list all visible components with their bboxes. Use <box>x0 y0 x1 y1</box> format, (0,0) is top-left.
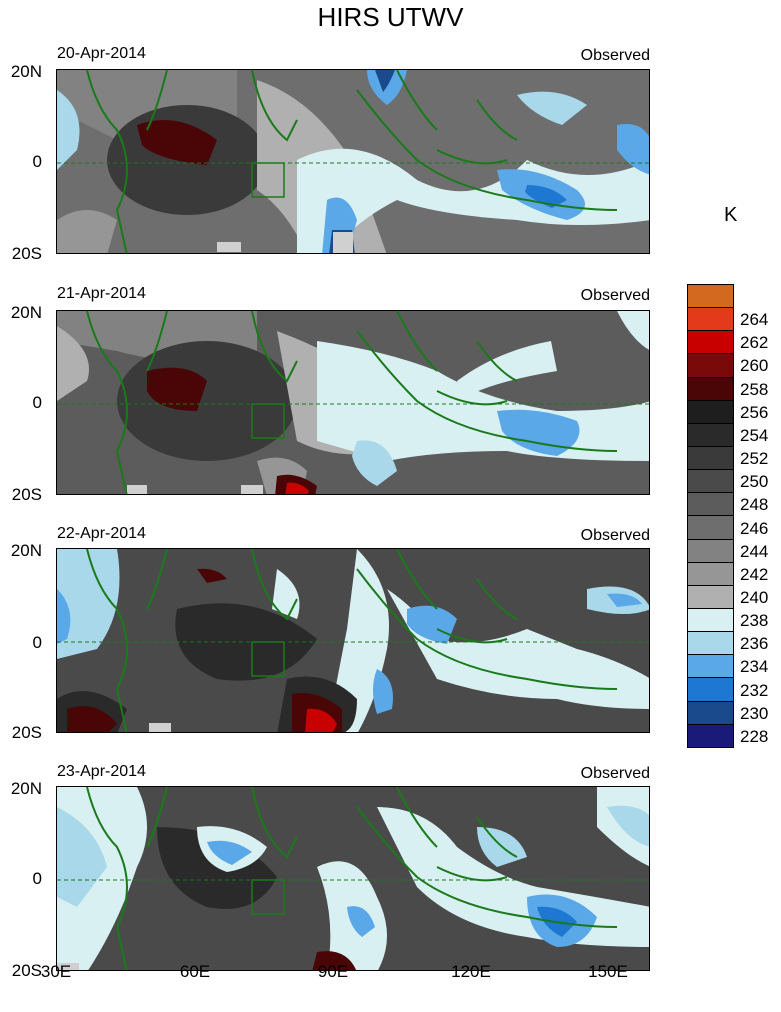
panel-4-lat-20n: 20N <box>10 779 42 798</box>
lon-label-90e: 90E <box>317 962 349 981</box>
panel-1-map <box>56 69 650 254</box>
panel-2-lat-20s: 20S <box>11 485 42 504</box>
panel-1-observed-label: Observed <box>580 47 650 64</box>
panel-3-lat-20n: 20N <box>10 541 42 560</box>
panel-3-lat-20s: 20S <box>11 723 42 742</box>
colorbar-swatch <box>687 330 734 355</box>
panel-4-observed-label: Observed <box>580 765 650 782</box>
colorbar-swatch <box>687 422 734 447</box>
panel-3-date: 22-Apr-2014 <box>57 525 146 542</box>
colorbar-label: 240 <box>740 587 769 607</box>
colorbar-swatch <box>687 353 734 378</box>
colorbar-label: 258 <box>740 379 769 399</box>
colorbar-swatch <box>687 515 734 540</box>
colorbar-swatch <box>687 654 734 679</box>
colorbar-swatch <box>687 445 734 471</box>
colorbar-label: 230 <box>740 703 769 723</box>
panel-2-lat-0: 0 <box>32 393 42 412</box>
panel-1-lat-20n: 20N <box>10 62 42 81</box>
colorbar-swatch <box>687 561 734 586</box>
colorbar-swatch <box>687 700 734 725</box>
colorbar-swatch <box>687 607 734 633</box>
panel-4-map <box>56 786 650 971</box>
colorbar-swatch <box>687 469 734 494</box>
colorbar-swatch <box>687 492 734 517</box>
colorbar-label: 264 <box>740 310 769 330</box>
panel-4-lat-20s: 20S <box>11 961 42 980</box>
colorbar-label: 236 <box>740 634 769 654</box>
colorbar-label: 238 <box>740 611 769 631</box>
colorbar-label: 252 <box>740 449 769 469</box>
panel-2-lat-20n: 20N <box>10 303 42 322</box>
colorbar-swatch <box>687 284 734 309</box>
panel-4-lat-0: 0 <box>32 869 42 888</box>
colorbar-unit-label: K <box>724 204 738 226</box>
panel-2-map <box>56 310 650 495</box>
colorbar-label: 228 <box>740 726 769 746</box>
colorbar <box>687 284 734 748</box>
colorbar-label: 248 <box>740 495 769 515</box>
colorbar-swatch <box>687 399 734 424</box>
panel-1-date: 20-Apr-2014 <box>57 45 146 62</box>
colorbar-label: 256 <box>740 402 769 422</box>
colorbar-swatch <box>687 376 734 401</box>
colorbar-label: 246 <box>740 518 769 538</box>
panel-1-lat-0: 0 <box>32 152 42 171</box>
colorbar-label: 260 <box>740 356 769 376</box>
colorbar-swatch <box>687 584 734 609</box>
panel-3-map <box>56 548 650 733</box>
colorbar-swatch <box>687 723 734 748</box>
panel-1-lat-20s: 20S <box>11 244 42 263</box>
panel-2-date: 21-Apr-2014 <box>57 285 146 302</box>
colorbar-label: 242 <box>740 564 769 584</box>
lon-label-30e: 30E <box>40 962 72 981</box>
panel-3-observed-label: Observed <box>580 527 650 544</box>
colorbar-label: 250 <box>740 472 769 492</box>
lon-label-120e: 120E <box>451 962 491 981</box>
colorbar-label: 232 <box>740 680 769 700</box>
colorbar-label: 234 <box>740 657 769 677</box>
panel-3-lat-0: 0 <box>32 633 42 652</box>
panel-4-date: 23-Apr-2014 <box>57 763 146 780</box>
colorbar-swatch <box>687 307 734 332</box>
colorbar-swatch <box>687 631 734 656</box>
chart-title: HIRS UTWV <box>317 2 464 32</box>
colorbar-label: 262 <box>740 333 769 353</box>
colorbar-swatch <box>687 538 734 563</box>
colorbar-swatch <box>687 677 734 702</box>
lon-label-150e: 150E <box>588 962 628 981</box>
colorbar-label: 254 <box>740 425 769 445</box>
lon-label-60e: 60E <box>179 962 211 981</box>
panel-2-observed-label: Observed <box>580 287 650 304</box>
colorbar-label: 244 <box>740 541 769 561</box>
